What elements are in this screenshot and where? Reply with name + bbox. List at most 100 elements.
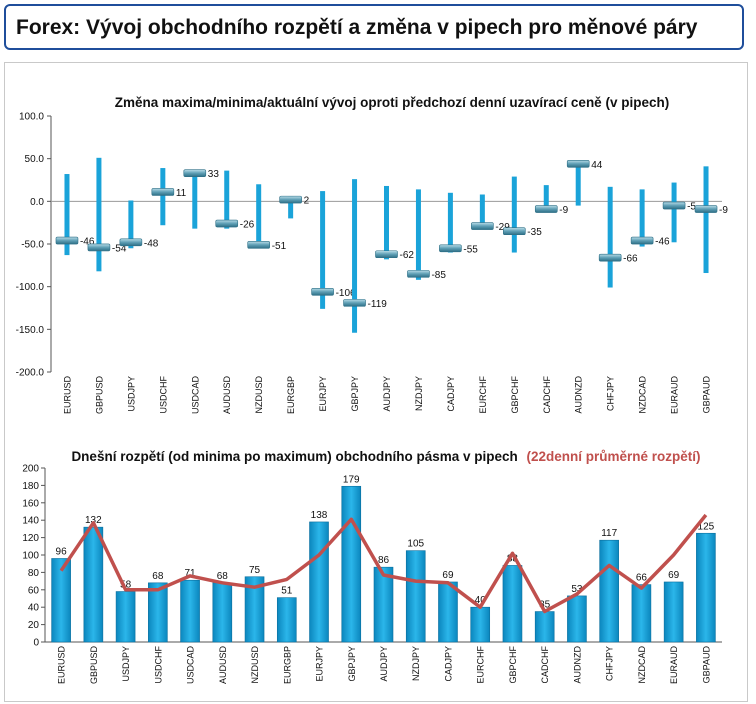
chart2-bar — [212, 582, 233, 643]
chart2-bar — [534, 611, 555, 643]
chart1-current-marker — [55, 236, 79, 245]
chart1-data-label: -85 — [431, 270, 446, 281]
chart1-current-marker — [439, 244, 462, 253]
chart2-y-tick-label: 100 — [22, 551, 39, 562]
chart2-bar — [276, 597, 297, 643]
chart1-y-tick-label: -50.0 — [21, 240, 44, 251]
chart1-data-label: -106 — [336, 288, 356, 299]
chart2-y-tick-label: 200 — [22, 464, 39, 475]
chart1-current-marker — [375, 250, 398, 259]
chart1-data-label: -9 — [719, 205, 728, 216]
chart1-range-bar — [224, 170, 230, 229]
chart1-y-tick-label: -100.0 — [16, 282, 45, 293]
chart1-current-marker — [566, 159, 590, 168]
chart1-current-marker — [247, 241, 270, 249]
chart2-data-label: 105 — [407, 539, 424, 550]
chart2-y-tick-label: 40 — [28, 603, 40, 614]
chart1-title: Změna maxima/minima/aktuální vývoj oprot… — [115, 95, 669, 110]
chart2-title-highlight: (22denní průměrné rozpětí) — [527, 449, 701, 464]
chart2-x-tick-label: AUDJPY — [379, 646, 389, 682]
chart2-data-label: 75 — [249, 565, 261, 576]
chart2-x-tick-label: USDJPY — [121, 646, 131, 682]
chart2-data-label: 117 — [601, 528, 617, 539]
chart1-current-marker — [215, 219, 239, 228]
chart1-range-bar — [415, 189, 421, 280]
chart1-x-tick-label: USDCAD — [190, 376, 200, 415]
chart1-x-tick-label: AUDJPY — [382, 376, 392, 412]
chart1-range-bar — [447, 192, 453, 253]
chart1-data-label: -29 — [495, 222, 510, 233]
chart1-y-tick-label: -200.0 — [16, 368, 45, 379]
chart1-current-marker — [534, 205, 558, 213]
chart2-data-label: 66 — [636, 573, 648, 584]
chart2-x-tick-label: NZDJPY — [411, 646, 421, 681]
chart2-y-tick-label: 0 — [33, 638, 39, 649]
chart2-data-label: 69 — [668, 570, 680, 581]
chart1-range-bar — [384, 185, 389, 260]
chart1-x-tick-label: NZDJPY — [414, 376, 424, 411]
chart1-x-tick-label: CHFJPY — [606, 376, 616, 411]
chart2-x-tick-label: CADCHF — [540, 645, 550, 683]
chart1-range-bar — [96, 157, 102, 272]
chart2-bar — [309, 521, 329, 643]
chart1-range-bar — [479, 194, 485, 228]
chart2-bar — [373, 566, 394, 643]
chart1-x-tick-label: GBPAUD — [702, 376, 712, 414]
chart2-data-label: 58 — [120, 580, 132, 591]
chart2-y-tick-label: 60 — [28, 585, 40, 596]
chart2-data-label: 40 — [475, 595, 487, 606]
chart1-data-label: -46 — [80, 237, 95, 248]
chart1-current-marker — [471, 222, 494, 230]
chart2-x-tick-label: EURJPY — [315, 646, 325, 682]
chart1-range-bar — [703, 166, 709, 274]
chart2-x-tick-label: NZDUSD — [250, 646, 260, 684]
chart1-current-marker — [183, 169, 207, 177]
chart2-bar — [180, 579, 200, 643]
chart2-x-tick-label: EURAUD — [669, 646, 679, 685]
chart2-data-label: 138 — [311, 510, 328, 521]
chart2-y-tick-label: 140 — [22, 516, 39, 527]
chart1-current-marker — [279, 195, 302, 204]
chart1-x-tick-label: EURUSD — [62, 376, 72, 415]
chart2-data-label: 125 — [698, 521, 715, 532]
chart1-x-tick-label: NZDUSD — [254, 376, 264, 414]
chart2-x-tick-label: AUDUSD — [218, 646, 228, 685]
chart2-bar — [438, 581, 458, 643]
chart1-range: 100.0 50.0 0.0 -50.0 -100.0 -150.0 -200.0 -46 EU… — [16, 112, 729, 415]
chart1-range-bar — [575, 160, 581, 206]
chart1-range-bar — [352, 179, 358, 333]
chart1-data-label: -62 — [400, 250, 415, 261]
chart2-bar — [599, 539, 619, 643]
chart1-data-label: -51 — [272, 241, 287, 252]
chart1-x-tick-label: GBPCHF — [510, 376, 520, 414]
chart1-x-tick-label: EURAUD — [670, 376, 680, 415]
chart2-y-tick-label: 160 — [22, 498, 39, 509]
chart2-data-label: 53 — [571, 584, 583, 595]
chart1-range-bar — [256, 184, 262, 249]
chart2-bar — [51, 558, 71, 643]
chart1-y-tick-label: 50.0 — [25, 154, 45, 165]
chart2-data-label: 68 — [152, 571, 164, 582]
chart1-current-marker — [343, 299, 366, 307]
chart1-current-marker — [598, 253, 622, 262]
chart1-current-marker — [407, 270, 430, 278]
chart2-bar — [567, 595, 587, 643]
chart2-bar — [631, 584, 652, 643]
chart1-range-bar — [671, 182, 677, 243]
chart2-data-label: 51 — [281, 586, 293, 597]
chart1-data-label: 11 — [176, 188, 187, 199]
chart2-data-label: 132 — [85, 515, 102, 526]
chart1-range-bar — [607, 186, 613, 288]
chart1-data-label: -9 — [559, 205, 568, 216]
chart1-y-tick-label: 100.0 — [19, 112, 44, 123]
chart1-data-label: 2 — [304, 196, 310, 207]
chart2-x-tick-label: NZDCAD — [637, 646, 647, 684]
chart1-current-marker — [694, 205, 718, 213]
chart1-x-tick-label: GBPUSD — [94, 376, 104, 415]
chart2-x-tick-label: AUDNZD — [572, 646, 582, 684]
chart1-data-label: -66 — [623, 254, 638, 265]
chart2-y-tick-label: 80 — [28, 568, 40, 579]
chart1-data-label: -48 — [144, 238, 159, 249]
chart1-x-tick-label: USDCHF — [158, 375, 168, 413]
chart1-data-label: -26 — [240, 220, 255, 231]
